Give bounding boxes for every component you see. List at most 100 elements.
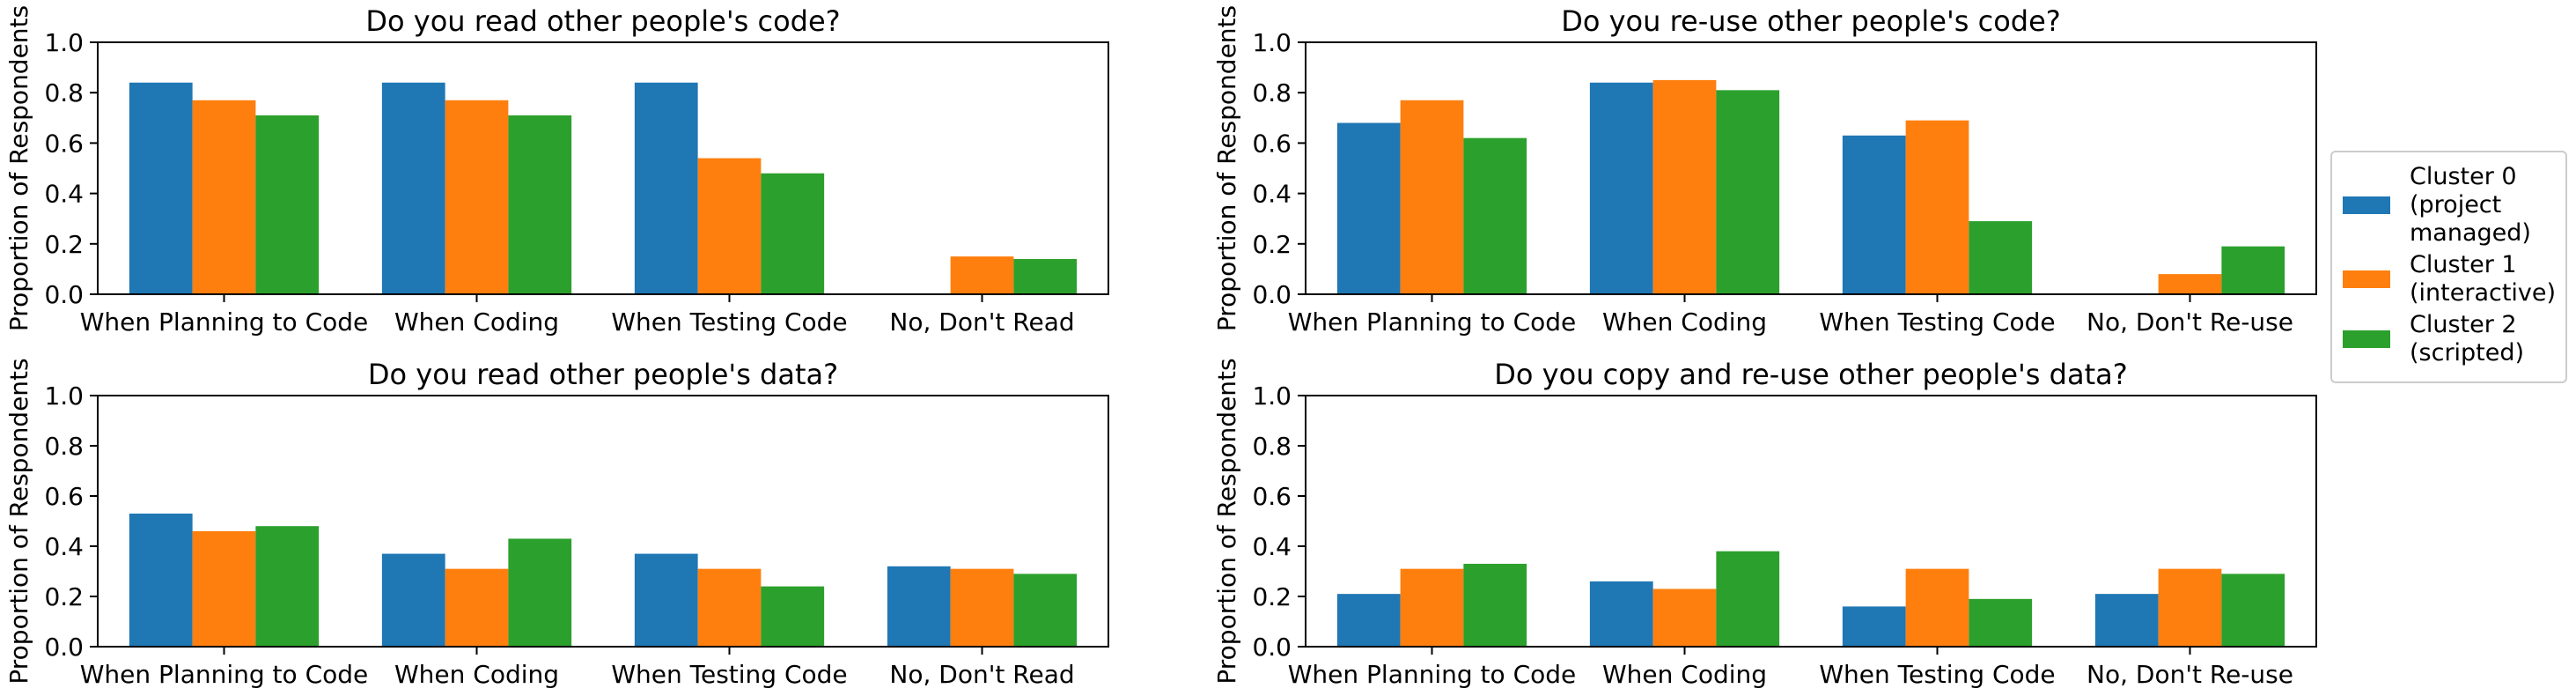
- legend-item-cluster-0: Cluster 0 (project managed): [2343, 163, 2531, 248]
- legend-label-cluster-0: Cluster 0 (project managed): [2410, 163, 2531, 247]
- bar-s0-c2: [634, 553, 698, 647]
- bar-s1-c0: [1400, 100, 1464, 294]
- bar-s2-c0: [255, 526, 320, 647]
- chart-panel-3: 0.0 0.2 0.4 0.6 0.8 1.0 When Planning to Code W…: [1212, 358, 2317, 689]
- bar-s0-c2: [634, 82, 698, 294]
- x-tick-label: No, Don't Re-use: [2087, 307, 2293, 337]
- bar-s1-c1: [1652, 79, 1717, 295]
- bar-s1-c2: [697, 158, 762, 294]
- bar-s2-c1: [1716, 551, 1780, 647]
- bar-s1-c1: [445, 568, 509, 647]
- y-tick-label: 0.0: [1252, 280, 1292, 309]
- x-tick-label: When Coding: [394, 307, 559, 337]
- chart-title: Do you read other people's data?: [368, 358, 838, 391]
- chart-panel-2: 0.0 0.2 0.4 0.6 0.8 1.0 When Planning to Code W…: [4, 358, 1109, 689]
- bar-s0-c0: [129, 82, 193, 294]
- bar-s1-c2: [697, 568, 762, 647]
- bar-s2-c2: [761, 586, 825, 647]
- chart-panel-0: 0.0 0.2 0.4 0.6 0.8 1.0 When Planning to Code W…: [4, 4, 1109, 337]
- bar-s2-c1: [508, 538, 572, 647]
- axes-frame: [1305, 395, 2317, 648]
- legend-swatch-cluster-0: [2343, 196, 2390, 214]
- bar-s1-c0: [192, 100, 256, 294]
- x-tick-label: When Testing Code: [1819, 660, 2055, 689]
- legend-swatch-cluster-1: [2343, 270, 2390, 288]
- y-tick-label: 0.6: [1252, 129, 1292, 158]
- bar-s1-c3: [950, 568, 1014, 647]
- y-axis-label: Proportion of Respondents: [4, 5, 33, 331]
- y-tick-label: 0.4: [1252, 180, 1292, 209]
- bar-s1-c0: [192, 530, 256, 647]
- legend-label-cluster-1: Cluster 1 (interactive): [2410, 251, 2557, 307]
- y-tick-label: 0.4: [44, 532, 84, 561]
- bar-s0-c0: [1336, 122, 1401, 294]
- x-tick-label: When Testing Code: [611, 660, 847, 689]
- bar-s0-c0: [129, 513, 193, 647]
- y-tick-label: 0.2: [1252, 230, 1292, 259]
- bar-s0-c1: [1589, 82, 1653, 294]
- bar-s2-c1: [508, 115, 572, 294]
- y-tick-label: 0.8: [1252, 78, 1292, 107]
- x-tick-label: No, Don't Read: [889, 307, 1074, 337]
- y-tick-label: 1.0: [1252, 28, 1292, 57]
- bar-s0-c2: [1842, 135, 1906, 294]
- y-tick-label: 0.0: [44, 280, 84, 309]
- bar-s1-c0: [1400, 568, 1464, 647]
- bar-s2-c0: [1463, 137, 1527, 294]
- x-tick-label: When Planning to Code: [80, 660, 369, 689]
- chart-panel-1: 0.0 0.2 0.4 0.6 0.8 1.0 When Planning to Code W…: [1212, 4, 2317, 337]
- y-tick-label: 1.0: [1252, 381, 1292, 411]
- x-tick-label: No, Don't Re-use: [2087, 660, 2293, 689]
- y-tick-label: 0.2: [44, 230, 84, 259]
- bar-s2-c0: [255, 115, 320, 294]
- chart-title: Do you copy and re-use other people's da…: [1494, 358, 2127, 391]
- legend: Cluster 0 (project managed) Cluster 1 (i…: [2330, 151, 2567, 383]
- bar-s1-c1: [445, 100, 509, 294]
- y-tick-label: 0.6: [1252, 482, 1292, 511]
- y-tick-label: 0.8: [44, 432, 84, 461]
- bar-s2-c0: [1463, 563, 1527, 647]
- x-tick-label: When Planning to Code: [80, 307, 369, 337]
- chart-title: Do you read other people's code?: [365, 4, 840, 38]
- bar-s2-c1: [1716, 90, 1780, 294]
- y-tick-label: 0.8: [1252, 432, 1292, 461]
- y-axis-label: Proportion of Respondents: [1212, 358, 1241, 684]
- bar-s0-c3: [887, 566, 951, 647]
- y-tick-label: 0.6: [44, 129, 84, 158]
- bar-s2-c2: [1969, 598, 2033, 647]
- bar-s0-c0: [1336, 594, 1401, 647]
- bar-s2-c2: [1969, 221, 2033, 294]
- x-tick-label: When Coding: [394, 660, 559, 689]
- x-tick-label: When Coding: [1602, 307, 1767, 337]
- bar-s1-c2: [1905, 568, 1969, 647]
- bar-s1-c3: [2158, 274, 2222, 294]
- legend-swatch-cluster-2: [2343, 330, 2390, 348]
- bar-s1-c3: [950, 256, 1014, 294]
- bar-s1-c1: [1652, 589, 1717, 647]
- bar-s2-c3: [2221, 574, 2285, 647]
- y-axis-label: Proportion of Respondents: [4, 358, 33, 684]
- bar-s1-c3: [2158, 568, 2222, 647]
- bar-s0-c1: [381, 82, 445, 294]
- y-tick-label: 0.8: [44, 78, 84, 107]
- bar-s2-c2: [761, 173, 825, 294]
- legend-label-cluster-2: Cluster 2 (scripted): [2410, 311, 2525, 367]
- y-axis-label: Proportion of Respondents: [1212, 5, 1241, 331]
- y-tick-label: 0.2: [44, 582, 84, 611]
- axes-frame: [97, 41, 1109, 295]
- x-tick-label: No, Don't Read: [889, 660, 1074, 689]
- bar-s0-c1: [1589, 581, 1653, 647]
- bar-s2-c3: [2221, 246, 2285, 294]
- x-tick-label: When Testing Code: [1819, 307, 2055, 337]
- bar-s2-c3: [1013, 258, 1078, 294]
- x-tick-label: When Coding: [1602, 660, 1767, 689]
- bar-s0-c3: [2094, 594, 2159, 647]
- y-tick-label: 0.0: [44, 633, 84, 662]
- y-tick-label: 0.0: [1252, 633, 1292, 662]
- bar-s0-c2: [1842, 606, 1906, 647]
- bar-s1-c2: [1905, 120, 1969, 294]
- y-tick-label: 0.4: [44, 180, 84, 209]
- chart-title: Do you re-use other people's code?: [1561, 4, 2061, 38]
- y-tick-label: 0.6: [44, 482, 84, 511]
